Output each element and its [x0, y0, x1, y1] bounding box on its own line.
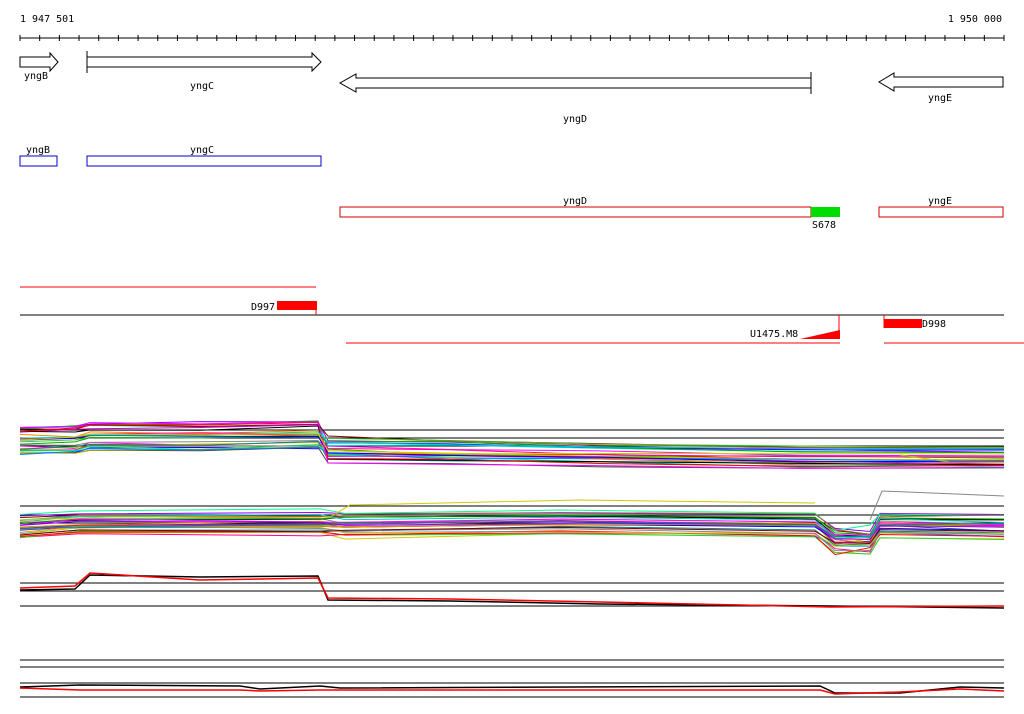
feature-d997-block [277, 301, 317, 310]
gene-arrow-yngD-shape [338, 73, 812, 93]
cds-box-yngC[interactable]: yngC [86, 145, 322, 167]
ruler-ticks [19, 35, 1005, 41]
gene-arrow-yngE-label: yngE [928, 93, 952, 104]
profile-line [19, 423, 1005, 449]
cds-box-yngD-label: yngD [563, 196, 587, 207]
cds-box-yngC-shape [86, 155, 322, 167]
profile-line [19, 436, 1005, 454]
profile-line [19, 525, 1005, 546]
gene-arrow-yngB[interactable]: yngB [19, 51, 59, 82]
profile-line [19, 508, 1005, 531]
profile-line [19, 520, 1005, 540]
gene-arrow-yngE[interactable]: yngE [878, 72, 1004, 104]
gene-arrow-yngD-label: yngD [563, 114, 587, 125]
expression-profile-track-3 [19, 572, 1005, 609]
feature-d997[interactable]: D997 [251, 301, 317, 315]
cds-box-yngC-label: yngC [190, 145, 214, 156]
feature-s678-block [811, 207, 840, 217]
profile-line [19, 526, 1005, 544]
expression-profile-track-2 [19, 490, 1005, 556]
cds-box-yngE[interactable]: yngE [878, 196, 1004, 218]
feature-u1475-wedge [800, 330, 840, 339]
profile-line [19, 525, 1005, 552]
cds-box-yngD[interactable]: yngD [339, 196, 812, 218]
profile-line [19, 572, 1005, 608]
profile-line [19, 514, 1005, 536]
coord-start-label: 1 947 501 [20, 14, 74, 25]
feature-d998-block [884, 319, 922, 328]
feature-s678-label: S678 [812, 220, 836, 231]
cds-box-yngE-shape [878, 206, 1004, 218]
expression-profile-track-1 [19, 420, 1005, 469]
gene-arrow-yngB-shape [19, 51, 59, 73]
expression-profile-track-4 [19, 659, 1005, 698]
profile-line [19, 434, 1005, 463]
profile-line [19, 684, 1005, 694]
feature-d998-label: D998 [922, 319, 946, 330]
feature-d998[interactable]: D998 [883, 315, 1024, 344]
profile-line [19, 439, 1005, 466]
gene-arrow-yngC-shape [86, 51, 322, 73]
feature-u1475[interactable]: U1475.M8 [346, 315, 840, 344]
cds-box-yngD-shape [339, 206, 812, 218]
cds-track: yngB yngC yngD yngE S678 [19, 145, 1004, 231]
gene-arrow-yngD[interactable]: yngD [338, 72, 812, 125]
profile-line [19, 521, 1005, 538]
gene-arrows-track: yngB yngC yngD yngE [19, 51, 1004, 125]
profile-line [19, 432, 1005, 455]
cds-box-yngB[interactable]: yngB [19, 145, 58, 167]
feature-s678[interactable]: S678 [811, 207, 840, 231]
gene-arrow-yngE-shape [878, 72, 1004, 92]
coordinate-ruler: 1 947 501 1 950 000 [19, 14, 1005, 41]
feature-d997-label: D997 [251, 302, 275, 313]
cds-box-yngB-shape [19, 155, 58, 167]
transcript-track: D997 U1475.M8 D998 [20, 286, 1024, 344]
profile-line [19, 687, 1005, 695]
profile-line [899, 454, 1004, 463]
gene-arrow-yngC[interactable]: yngC [86, 51, 322, 92]
gene-arrow-yngB-label: yngB [24, 71, 48, 82]
coord-end-label: 1 950 000 [948, 14, 1002, 25]
profile-line [19, 513, 1005, 539]
profile-line [19, 518, 1005, 536]
profile-line [19, 442, 1005, 461]
feature-u1475-label: U1475.M8 [750, 329, 798, 340]
profile-line [19, 499, 816, 521]
cds-box-yngE-label: yngE [928, 196, 952, 207]
profile-line [19, 446, 1005, 463]
cds-box-yngB-label: yngB [26, 145, 50, 156]
profile-line [869, 490, 1005, 521]
gene-arrow-yngC-label: yngC [190, 81, 214, 92]
